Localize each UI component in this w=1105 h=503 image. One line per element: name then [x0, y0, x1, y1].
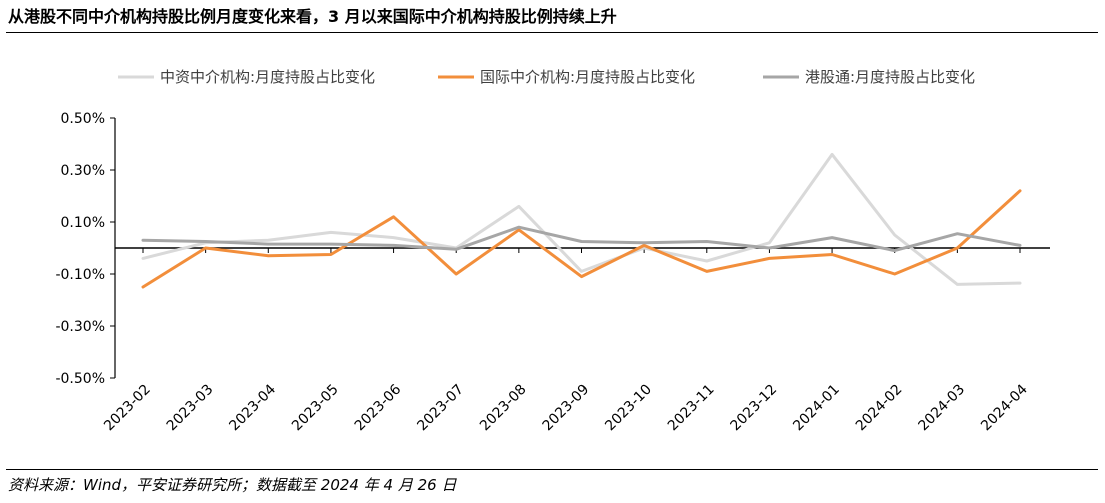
x-tick-label: 2023-09 [540, 382, 593, 435]
series-lines [141, 152, 1022, 289]
y-tick-label: 0.50% [61, 111, 105, 127]
series-line-3 [141, 225, 1022, 253]
x-tick-label: 2024-03 [916, 382, 969, 435]
y-tick-label: -0.30% [55, 319, 105, 335]
x-tick-label: 2023-08 [477, 382, 530, 435]
x-tick-label: 2024-04 [978, 381, 1031, 434]
x-tick-label: 2023-12 [728, 382, 781, 435]
x-tick-label: 2023-05 [289, 382, 342, 435]
chart-title: 从港股不同中介机构持股比例月度变化来看，3 月以来国际中介机构持股比例持续上升 [8, 7, 617, 26]
y-tick-label: 0.10% [61, 215, 105, 231]
x-tick-label: 2023-06 [352, 381, 405, 434]
y-tick-label: -0.10% [55, 267, 105, 283]
legend-label-1: 中资中介机构:月度持股占比变化 [160, 68, 375, 86]
legend: 中资中介机构:月度持股占比变化 国际中介机构:月度持股占比变化 港股通:月度持股占比… [118, 68, 975, 86]
y-tick-label: -0.50% [55, 371, 105, 387]
x-tick-label: 2024-02 [853, 382, 906, 435]
series-line-2 [141, 189, 1022, 289]
top-rule [6, 32, 1098, 33]
legend-label-2: 国际中介机构:月度持股占比变化 [480, 68, 695, 86]
x-tick-label: 2023-11 [665, 382, 718, 435]
x-tick-label: 2023-10 [602, 382, 655, 435]
series-line-1 [141, 152, 1022, 286]
x-tick-label: 2024-01 [790, 382, 843, 435]
x-tick-label: 2023-03 [164, 382, 217, 435]
x-tick-label: 2023-04 [226, 381, 279, 434]
bottom-rule [6, 469, 1098, 470]
source-note: 资料来源：Wind，平安证券研究所；数据截至 2024 年 4 月 26 日 [8, 476, 457, 494]
x-tick-label: 2023-02 [101, 382, 154, 435]
legend-label-3: 港股通:月度持股占比变化 [805, 68, 975, 86]
x-tick-label: 2023-07 [414, 382, 467, 435]
y-tick-label: 0.30% [61, 163, 105, 179]
